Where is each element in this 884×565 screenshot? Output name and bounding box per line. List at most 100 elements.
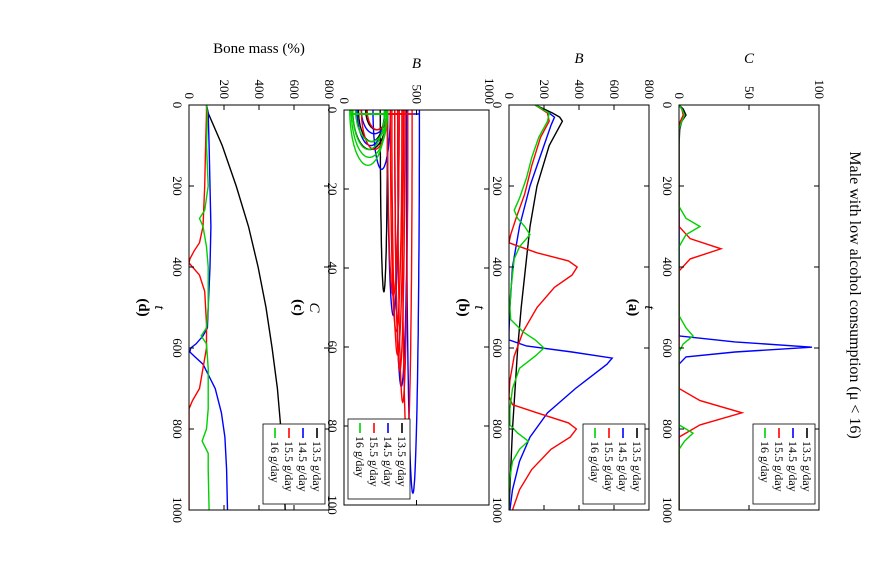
y-tick-label: 0	[182, 93, 197, 100]
legend-entry: 13.5 g/day	[395, 436, 409, 487]
series-line-1	[509, 105, 564, 510]
series-line-1	[679, 105, 687, 510]
series-line-3	[509, 105, 579, 510]
x-tick-label: 0	[170, 102, 185, 109]
panel-label: (a)	[625, 299, 641, 317]
series-3	[509, 105, 579, 510]
series-1	[352, 110, 389, 293]
legend-box	[752, 423, 816, 505]
panel-label: (c)	[290, 299, 306, 316]
legend-box	[262, 423, 326, 505]
x-tick-label: 800	[660, 419, 675, 439]
x-tick-label: 800	[170, 419, 185, 439]
legend-entry: 13.5 g/day	[800, 441, 814, 492]
x-tick-label: 1000	[170, 497, 185, 523]
y-tick-label: 200	[537, 80, 552, 100]
y-tick-label: 400	[252, 80, 267, 100]
x-axis-label: t	[151, 305, 167, 310]
y-tick-label: 100	[812, 80, 827, 100]
legend-entry: 16 g/day	[758, 441, 772, 483]
y-axis-label: C	[744, 51, 755, 67]
y-tick-label: 200	[217, 80, 232, 100]
legend-entry: 14.5 g/day	[616, 441, 630, 492]
y-tick-label: 50	[742, 86, 757, 99]
x-tick-label: 0	[325, 107, 340, 114]
legend-entry: 16 g/day	[268, 441, 282, 483]
legend-box	[347, 418, 411, 500]
series-3	[679, 105, 745, 510]
series-2	[509, 105, 614, 510]
y-tick-label: 600	[287, 80, 302, 100]
y-tick-label: 0	[672, 93, 687, 100]
series-line-4	[198, 105, 210, 510]
series-4	[679, 105, 702, 510]
legend-entry: 14.5 g/day	[296, 441, 310, 492]
y-tick-label: 0	[502, 93, 517, 100]
x-tick-label: 600	[660, 338, 675, 358]
y-tick-label: 1000	[482, 78, 497, 104]
x-tick-label: 0	[660, 102, 675, 109]
panel-label: (d)	[135, 298, 151, 316]
y-tick-label: 0	[337, 98, 352, 105]
y-tick-label: 800	[642, 80, 657, 100]
legend-entry: 16 g/day	[588, 441, 602, 483]
legend-entry: 14.5 g/day	[786, 441, 800, 492]
legend-entry: 16 g/day	[353, 436, 367, 478]
y-tick-label: 800	[322, 80, 337, 100]
legend-entry: 14.5 g/day	[381, 436, 395, 487]
series-line-2	[509, 105, 614, 510]
series-loop-3-7	[396, 110, 409, 404]
legend-entry: 15.5 g/day	[367, 436, 381, 487]
legend-box	[582, 423, 646, 505]
x-tick-label: 400	[170, 257, 185, 277]
x-tick-label: 80	[325, 420, 340, 433]
x-tick-label: 60	[325, 341, 340, 354]
series-1	[509, 105, 564, 510]
x-tick-label: 1000	[660, 497, 675, 523]
x-tick-label: 200	[490, 176, 505, 196]
series-4	[349, 110, 389, 167]
x-tick-label: 200	[660, 176, 675, 196]
x-tick-label: 20	[325, 183, 340, 196]
series-3	[189, 105, 208, 510]
y-axis-label: B	[574, 51, 583, 67]
series-4	[198, 105, 210, 510]
x-tick-label: 100	[325, 495, 340, 515]
x-tick-label: 800	[490, 419, 505, 439]
figure-rotated-group: Male with low alcohol consumption (μ < 1…	[135, 41, 863, 523]
x-axis-label: C	[306, 302, 322, 313]
legend-entry: 15.5 g/day	[282, 441, 296, 492]
series-line-4	[509, 105, 550, 510]
legend-entry: 15.5 g/day	[772, 441, 786, 492]
series-4	[509, 105, 550, 510]
x-tick-label: 400	[490, 257, 505, 277]
x-tick-label: 600	[490, 338, 505, 358]
y-tick-label: 500	[410, 85, 425, 105]
legend-entry: 13.5 g/day	[310, 441, 324, 492]
x-tick-label: 40	[325, 262, 340, 275]
series-line-3	[189, 105, 208, 510]
y-axis-label: Bone mass (%)	[213, 41, 305, 57]
panel-label: (b)	[455, 298, 471, 316]
legend-entry: 13.5 g/day	[630, 441, 644, 492]
x-axis-label: t	[471, 305, 487, 310]
series-2	[189, 105, 229, 510]
series-1	[679, 105, 687, 510]
y-axis-label: B	[412, 56, 421, 72]
legend-entry: 15.5 g/day	[602, 441, 616, 492]
x-tick-label: 600	[170, 338, 185, 358]
series-line-3	[679, 105, 745, 510]
x-tick-label: 400	[660, 257, 675, 277]
series-line-4	[679, 105, 702, 510]
series-loop-3-8	[401, 110, 413, 448]
series-loop-4-4	[349, 110, 387, 167]
